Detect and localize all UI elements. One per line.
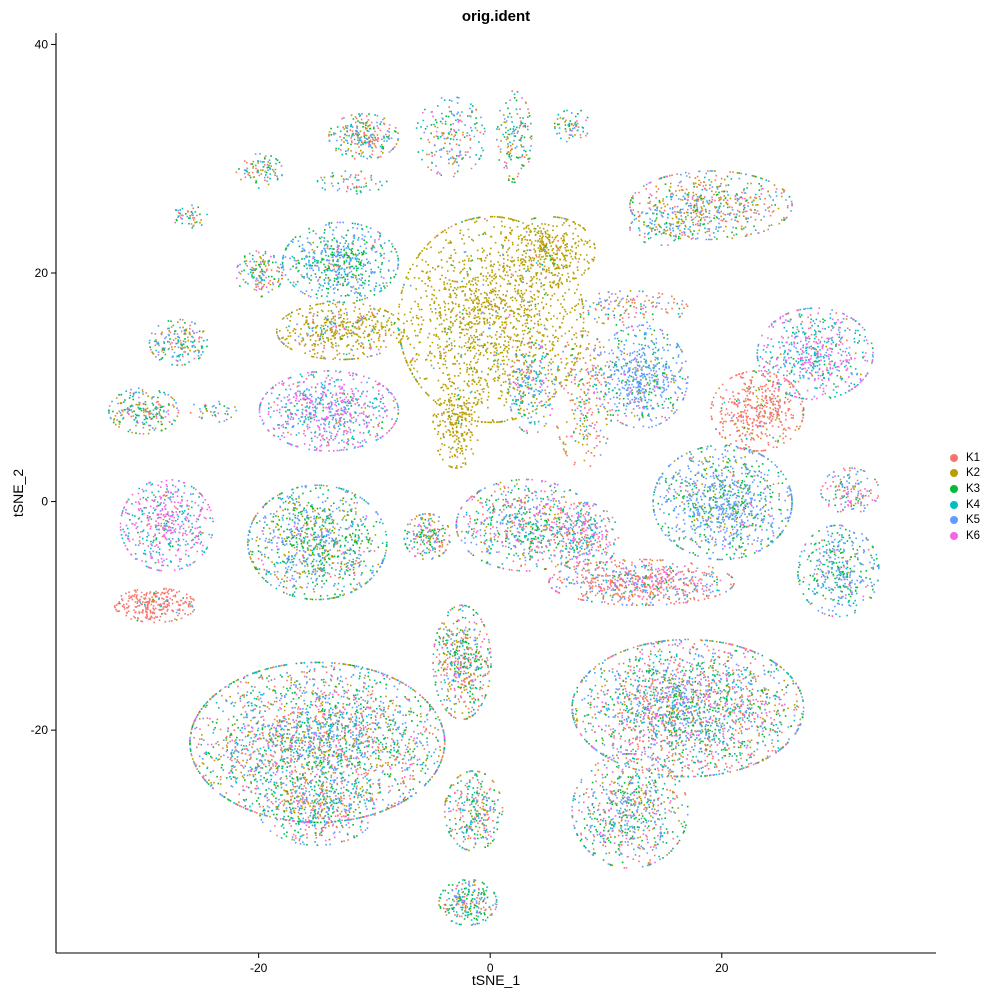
legend-key xyxy=(950,484,958,493)
legend-label: K2 xyxy=(966,467,981,480)
legend-key xyxy=(950,453,958,462)
legend-label: K4 xyxy=(966,498,981,511)
y-axis-title: tSNE_2 xyxy=(10,469,26,517)
legend: K1 K2 K3 K4 K5 K6 xyxy=(950,450,980,544)
legend-label: K6 xyxy=(966,529,981,542)
x-tick-label: -20 xyxy=(250,961,268,975)
legend-label: K5 xyxy=(966,514,981,527)
legend-item-k1: K1 xyxy=(950,450,980,466)
legend-key xyxy=(950,500,958,509)
y-tick-label: 40 xyxy=(35,37,49,51)
legend-item-k2: K2 xyxy=(950,466,980,482)
points-layer xyxy=(108,90,880,926)
points-k6 xyxy=(108,97,876,914)
y-tick-label: 0 xyxy=(41,495,48,509)
legend-label: K1 xyxy=(966,451,981,464)
x-tick-label: 20 xyxy=(715,961,729,975)
x-axis-title: tSNE_1 xyxy=(472,972,520,988)
chart-title: orig.ident xyxy=(461,8,531,25)
legend-item-k5: K5 xyxy=(950,512,980,528)
y-tick-label: -20 xyxy=(31,723,49,737)
y-tick-label: 20 xyxy=(35,266,49,280)
legend-key xyxy=(950,531,958,540)
ticks-layer: -20 0 20 -20 0 20 40 xyxy=(31,37,729,975)
legend-key xyxy=(950,469,958,478)
legend-item-k6: K6 xyxy=(950,528,980,544)
legend-item-k3: K3 xyxy=(950,481,980,497)
x-tick-label: 0 xyxy=(487,961,494,975)
legend-item-k4: K4 xyxy=(950,497,980,513)
legend-key xyxy=(950,516,958,525)
legend-label: K3 xyxy=(966,482,981,495)
